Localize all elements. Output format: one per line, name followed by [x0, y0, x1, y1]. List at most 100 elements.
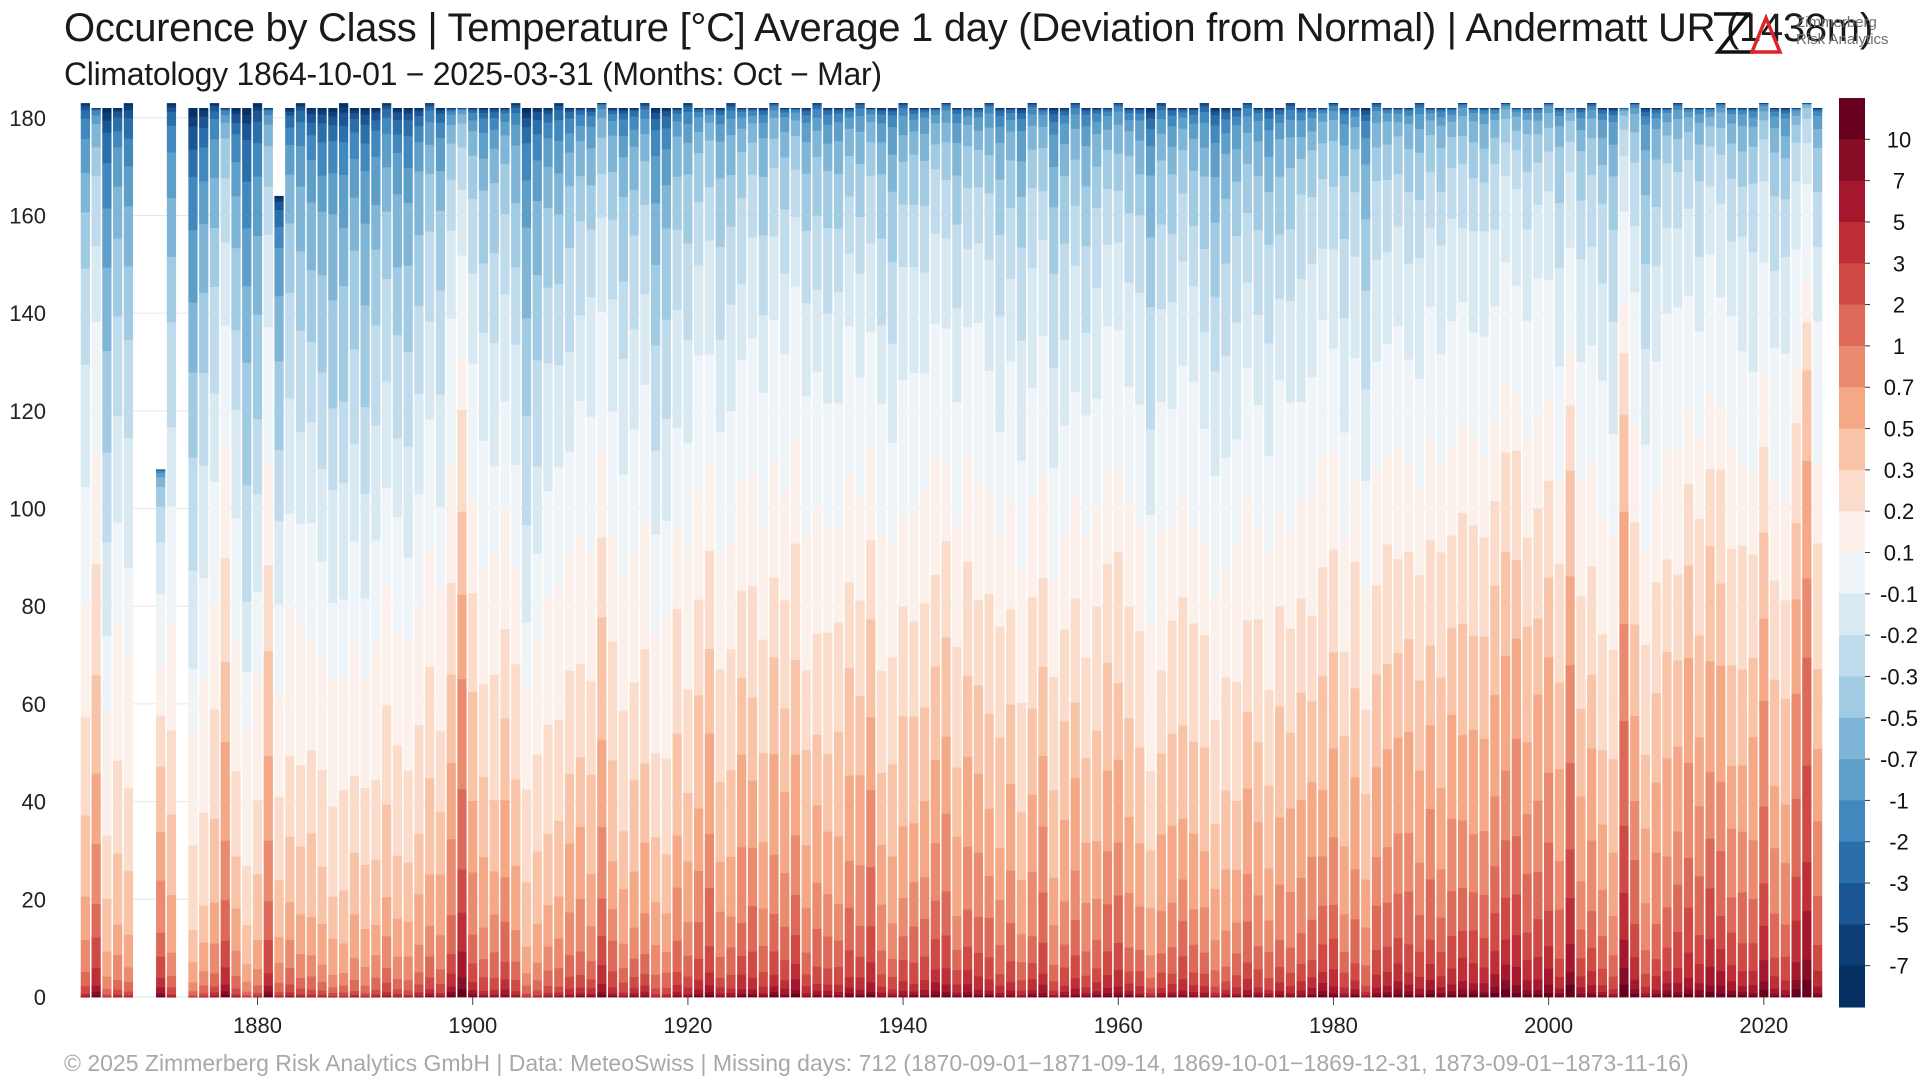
year-bar-2018: [1737, 108, 1747, 998]
bar-segment: [1135, 970, 1145, 987]
bar-segment: [543, 946, 553, 971]
bar-segment: [715, 669, 725, 782]
bar-segment: [876, 974, 887, 987]
bar-segment: [1662, 135, 1672, 164]
bar-segment: [1081, 902, 1091, 952]
bar-segment: [1662, 445, 1672, 560]
bar-segment: [1479, 994, 1489, 998]
bar-segment: [1145, 429, 1156, 515]
bar-segment: [382, 166, 392, 212]
bar-segment: [543, 110, 553, 115]
bar-segment: [1726, 990, 1737, 995]
bar-segment: [403, 108, 413, 110]
bar-segment: [1350, 561, 1360, 689]
bar-segment: [360, 598, 370, 678]
bar-segment: [995, 316, 1005, 433]
bar-segment: [166, 426, 177, 507]
bar-segment: [1447, 714, 1457, 819]
bar-segment: [1694, 934, 1704, 965]
bar-segment: [532, 274, 542, 361]
bar-segment: [468, 995, 478, 998]
bar-segment: [478, 976, 489, 991]
bar-segment: [640, 973, 650, 986]
bar-segment: [1371, 103, 1382, 104]
bar-segment: [295, 250, 306, 331]
bar-segment: [1673, 931, 1683, 968]
bar-segment: [726, 103, 736, 104]
bar-segment: [1457, 980, 1468, 990]
bar-segment: [1468, 436, 1478, 526]
bar-segment: [1705, 985, 1715, 992]
year-bar-1904: [511, 103, 521, 998]
bar-segment: [672, 113, 682, 122]
bar-segment: [1468, 230, 1478, 333]
bar-segment: [1587, 970, 1597, 986]
bar-segment: [1210, 888, 1220, 941]
bar-segment: [726, 104, 736, 107]
bar-segment: [1361, 114, 1371, 122]
grid-lines: [80, 117, 1823, 998]
bar-segment: [1006, 360, 1016, 500]
bar-segment: [1468, 892, 1478, 931]
bar-segment: [941, 460, 951, 542]
bar-segment: [597, 898, 607, 937]
bar-segment: [1059, 108, 1070, 109]
bar-segment: [1544, 104, 1554, 107]
bar-segment: [1081, 987, 1091, 994]
bar-segment: [554, 820, 564, 897]
bar-segment: [500, 921, 510, 962]
bar-segment: [1490, 137, 1500, 164]
bar-segment: [1361, 709, 1371, 794]
bar-segment: [737, 677, 747, 755]
bar-segment: [1630, 107, 1640, 114]
bar-segment: [1070, 955, 1080, 979]
bar-segment: [887, 856, 897, 924]
bar-segment: [295, 431, 306, 525]
bar-segment: [1683, 483, 1694, 566]
logo-wordmark: Zimmerberg Risk Analytics: [1796, 14, 1889, 48]
bar-segment: [1393, 108, 1403, 111]
bar-segment: [1350, 687, 1360, 778]
bar-segment: [597, 104, 607, 109]
bar-segment: [338, 174, 349, 229]
bar-segment: [618, 992, 628, 996]
bar-segment: [468, 120, 478, 132]
bar-segment: [1059, 944, 1070, 968]
bar-segment: [575, 175, 585, 222]
bar-segment: [844, 472, 854, 583]
bar-segment: [102, 951, 112, 977]
bar-segment: [780, 353, 790, 491]
bar-segment: [909, 995, 919, 998]
bar-segment: [1113, 104, 1123, 107]
bar-segment: [1554, 108, 1565, 110]
bar-segment: [1791, 599, 1801, 694]
bar-segment: [1145, 987, 1156, 994]
bar-segment: [1651, 923, 1661, 960]
bar-segment: [1318, 971, 1328, 983]
bar-segment: [478, 332, 489, 441]
bar-segment: [1264, 552, 1274, 691]
bar-segment: [349, 108, 359, 111]
bar-segment: [1371, 104, 1382, 107]
bar-segment: [1178, 261, 1188, 366]
bar-segment: [844, 860, 854, 908]
bar-segment: [1683, 111, 1694, 118]
bar-segment: [586, 925, 596, 962]
bar-segment: [607, 995, 618, 997]
bar-segment: [543, 904, 553, 947]
bar-segment: [672, 608, 682, 734]
bar-segment: [1716, 407, 1726, 470]
bar-segment: [1038, 108, 1048, 109]
bar-segment: [242, 484, 252, 602]
bar-segment: [468, 993, 478, 997]
bar-segment: [199, 108, 209, 112]
bar-segment: [769, 986, 779, 992]
bar-segment: [1092, 990, 1102, 995]
bar-segment: [1145, 977, 1156, 989]
year-bar-1951: [1016, 108, 1027, 998]
bar-segment: [543, 287, 553, 364]
bar-segment: [1716, 583, 1726, 666]
bar-segment: [1812, 108, 1823, 110]
bar-segment: [1070, 104, 1080, 109]
bar-segment: [629, 108, 639, 110]
